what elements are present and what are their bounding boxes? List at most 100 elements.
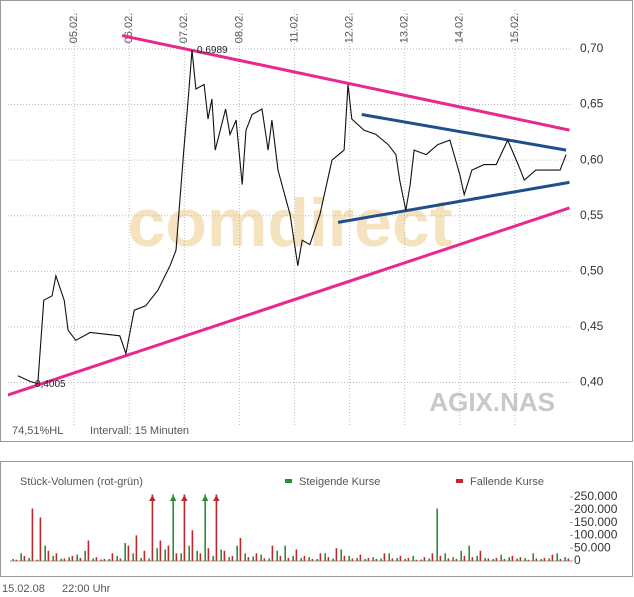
- volume-bar: [79, 557, 82, 561]
- overflow-arrow: [169, 495, 177, 501]
- volume-bar: [279, 555, 282, 561]
- y-tick-label: 150.000: [574, 515, 618, 529]
- symbol: AGIX.NAS: [429, 387, 555, 417]
- volume-bar: [87, 540, 90, 561]
- volume-bar: [527, 559, 530, 561]
- volume-bar: [68, 557, 70, 561]
- volume-bar: [263, 558, 266, 561]
- x-tick-label: 08.02.: [233, 13, 245, 44]
- volume-bar: [436, 508, 438, 561]
- volume-bar: [276, 550, 278, 561]
- volume-bar: [119, 558, 122, 561]
- volume-bar: [492, 558, 494, 561]
- volume-bar: [143, 550, 146, 561]
- volume-bar: [567, 558, 570, 561]
- y-tick-label: 50.000: [574, 540, 611, 554]
- volume-bar: [564, 557, 566, 561]
- trendline: [121, 34, 570, 132]
- volume-bar: [44, 545, 46, 561]
- volume-bar: [159, 540, 162, 561]
- volume-bar: [39, 517, 42, 561]
- x-tick-label: 11.02.: [288, 13, 300, 43]
- volume-bar: [124, 543, 126, 561]
- overflow-arrow: [149, 495, 156, 501]
- volume-bar: [15, 559, 18, 561]
- volume-bar: [340, 549, 342, 561]
- volume-bar: [396, 557, 398, 561]
- footer-date: 15.02.08: [2, 583, 45, 595]
- volume-bar: [55, 553, 58, 561]
- volume-bar: [324, 553, 326, 561]
- legend-label: Steigende Kurse: [299, 476, 380, 488]
- footnote: 74,51%HL: [12, 425, 63, 437]
- volume-bar: [447, 558, 450, 561]
- volume-bar: [543, 557, 546, 561]
- volume-bar: [508, 557, 510, 561]
- volume-bar: [431, 553, 434, 561]
- price-line: [17, 50, 567, 385]
- volume-bar: [335, 548, 338, 561]
- volume-bar: [199, 553, 202, 561]
- volume-bar: [532, 553, 534, 561]
- volume-bar: [412, 555, 414, 561]
- volume-bar: [148, 558, 150, 561]
- volume-bar: [212, 555, 214, 561]
- volume-title: Stück-Volumen (rot-grün): [20, 476, 143, 488]
- volume-bar: [511, 555, 514, 561]
- y-tick-label: 0,70: [580, 41, 604, 55]
- plot: [8, 34, 570, 397]
- volume-bar: [140, 557, 142, 561]
- x-tick-label: 05.02.: [68, 13, 80, 44]
- volume-bar: [556, 553, 558, 561]
- volume-bar: [420, 559, 422, 561]
- volume-bar: [188, 545, 190, 561]
- volume-bar: [23, 555, 26, 561]
- volume-bar: [500, 554, 502, 561]
- volume-bar: [103, 558, 106, 561]
- volume-bar: [540, 558, 542, 561]
- bars: [12, 494, 570, 561]
- volume-bar: [31, 508, 34, 561]
- volume-bar: [524, 557, 526, 561]
- volume-bar: [404, 558, 406, 561]
- volume-bar: [180, 553, 182, 561]
- volume-bar: [260, 554, 262, 561]
- volume-bar: [156, 548, 158, 561]
- volume-bar: [327, 557, 330, 561]
- volume-bar: [380, 558, 382, 561]
- volume-bar: [255, 553, 258, 561]
- volume-bar: [348, 555, 350, 561]
- volume-bar: [36, 559, 38, 561]
- y-tick-label: 0,40: [580, 375, 604, 389]
- y-tick-label: 0,45: [580, 319, 604, 333]
- volume-bar: [196, 550, 198, 561]
- volume-bar: [300, 557, 302, 561]
- overflow-arrow: [181, 495, 188, 501]
- volume-bar: [287, 557, 290, 561]
- volume-bar: [559, 558, 562, 561]
- volume-bar: [388, 553, 390, 561]
- annotation: 0,4005: [35, 379, 66, 390]
- volume-bar: [383, 553, 386, 561]
- legend-label: Fallende Kurse: [470, 476, 544, 488]
- volume-bar: [308, 557, 310, 561]
- volume-bar: [220, 549, 222, 561]
- volume-bar: [503, 558, 506, 561]
- volume-bar: [364, 558, 366, 561]
- x-tick-label: 14.02.: [454, 13, 466, 44]
- volume-bar: [375, 558, 378, 561]
- volume-bar: [428, 558, 430, 561]
- y-tick-label: 0,55: [580, 208, 604, 222]
- volume-panel: [0, 461, 633, 577]
- footnote: Intervall: 15 Minuten: [90, 425, 189, 437]
- volume-bar: [167, 545, 170, 561]
- volume-bar: [487, 558, 490, 561]
- volume-bar: [444, 553, 446, 561]
- volume-bar: [28, 557, 30, 561]
- volume-bar: [135, 535, 138, 561]
- volume-bar: [316, 558, 318, 561]
- volume-bar: [359, 554, 362, 561]
- volume-bar: [100, 559, 102, 561]
- volume-bar: [399, 555, 402, 561]
- volume-bar: [215, 494, 218, 561]
